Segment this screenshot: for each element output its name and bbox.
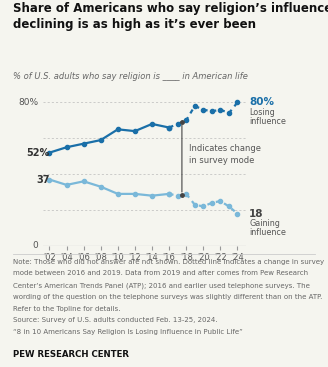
Text: Gaining: Gaining bbox=[249, 219, 280, 228]
Text: 80%: 80% bbox=[18, 98, 39, 107]
Text: Note: Those who did not answer are not shown. Dotted line indicates a change in : Note: Those who did not answer are not s… bbox=[13, 259, 324, 265]
Text: 0: 0 bbox=[33, 241, 39, 250]
Text: influence: influence bbox=[249, 117, 286, 126]
Text: wording of the question on the telephone surveys was slightly different than on : wording of the question on the telephone… bbox=[13, 294, 322, 300]
Text: Source: Survey of U.S. adults conducted Feb. 13-25, 2024.: Source: Survey of U.S. adults conducted … bbox=[13, 317, 217, 323]
Text: 80%: 80% bbox=[249, 97, 274, 108]
Text: mode between 2016 and 2019. Data from 2019 and after comes from Pew Research: mode between 2016 and 2019. Data from 20… bbox=[13, 270, 308, 276]
Text: % of U.S. adults who say religion is ____ in American life: % of U.S. adults who say religion is ___… bbox=[13, 72, 248, 81]
Text: PEW RESEARCH CENTER: PEW RESEARCH CENTER bbox=[13, 350, 129, 359]
Text: 18: 18 bbox=[249, 208, 264, 219]
Text: Losing: Losing bbox=[249, 108, 275, 117]
Text: Center’s American Trends Panel (ATP); 2016 and earlier used telephone surveys. T: Center’s American Trends Panel (ATP); 20… bbox=[13, 282, 310, 289]
Text: influence: influence bbox=[249, 228, 286, 237]
Text: 52%: 52% bbox=[26, 148, 50, 158]
Text: Share of Americans who say religion’s influence is
declining is as high as it’s : Share of Americans who say religion’s in… bbox=[13, 2, 328, 31]
Text: “8 in 10 Americans Say Religion Is Losing Influence in Public Life”: “8 in 10 Americans Say Religion Is Losin… bbox=[13, 329, 243, 335]
Text: 37: 37 bbox=[36, 175, 50, 185]
Text: Refer to the Topline for details.: Refer to the Topline for details. bbox=[13, 306, 121, 312]
Text: Indicates change
in survey mode: Indicates change in survey mode bbox=[189, 145, 261, 165]
